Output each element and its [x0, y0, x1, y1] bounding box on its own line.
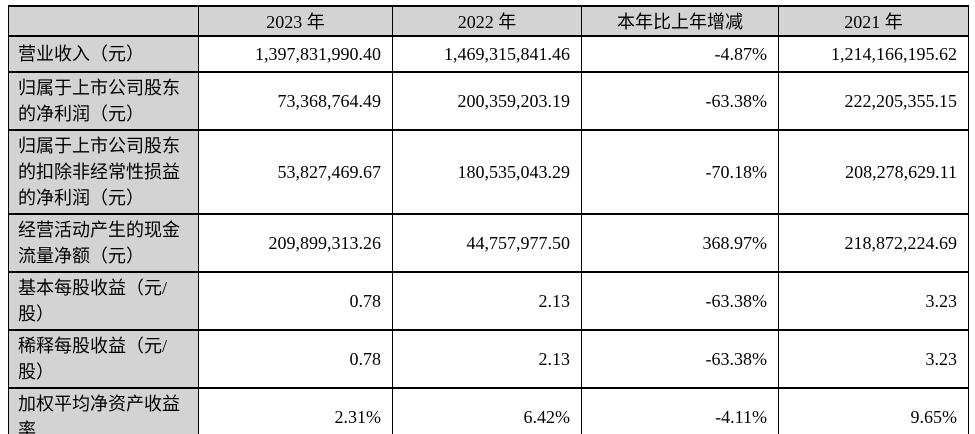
cell-2021: 9.65% — [778, 387, 969, 434]
row-label: 基本每股收益（元/股） — [8, 271, 199, 331]
cell-2021: 218,872,224.69 — [778, 213, 969, 273]
table-row-net-profit-excl-nonrecurring: 归属于上市公司股东的扣除非经常性损益的净利润（元） 53,827,469.67 … — [8, 129, 969, 215]
row-label: 加权平均净资产收益率 — [8, 387, 199, 434]
cell-2023: 73,368,764.49 — [198, 71, 393, 131]
cell-2021: 208,278,629.11 — [778, 129, 969, 215]
cell-2022: 2.13 — [392, 271, 582, 331]
cell-2023: 0.78 — [198, 271, 393, 331]
cell-2021: 3.23 — [778, 271, 969, 331]
cell-yoy-change: -63.38% — [581, 271, 779, 331]
cell-yoy-change: -4.11% — [581, 387, 779, 434]
table-row-operating-cash-flow: 经营活动产生的现金流量净额（元） 209,899,313.26 44,757,9… — [8, 213, 969, 273]
financial-summary-table: 2023 年 2022 年 本年比上年增减 2021 年 营业收入（元） 1,3… — [8, 5, 969, 434]
header-yoy-change: 本年比上年增减 — [581, 5, 779, 37]
row-label: 经营活动产生的现金流量净额（元） — [8, 213, 199, 273]
cell-2021: 222,205,355.15 — [778, 71, 969, 131]
cell-2023: 53,827,469.67 — [198, 129, 393, 215]
cell-2022: 180,535,043.29 — [392, 129, 582, 215]
table-row-net-profit: 归属于上市公司股东的净利润（元） 73,368,764.49 200,359,2… — [8, 71, 969, 131]
cell-2022: 200,359,203.19 — [392, 71, 582, 131]
table-row-diluted-eps: 稀释每股收益（元/股） 0.78 2.13 -63.38% 3.23 — [8, 329, 969, 389]
row-label: 归属于上市公司股东的扣除非经常性损益的净利润（元） — [8, 129, 199, 215]
table-row-basic-eps: 基本每股收益（元/股） 0.78 2.13 -63.38% 3.23 — [8, 271, 969, 331]
header-year-2023: 2023 年 — [198, 5, 393, 37]
cell-2023: 2.31% — [198, 387, 393, 434]
cell-2023: 1,397,831,990.40 — [198, 35, 393, 73]
cell-yoy-change: -4.87% — [581, 35, 779, 73]
table-header-row: 2023 年 2022 年 本年比上年增减 2021 年 — [8, 5, 969, 37]
row-label: 稀释每股收益（元/股） — [8, 329, 199, 389]
cell-2022: 44,757,977.50 — [392, 213, 582, 273]
header-year-2022: 2022 年 — [392, 5, 582, 37]
row-label: 营业收入（元） — [8, 35, 199, 73]
cell-yoy-change: -63.38% — [581, 71, 779, 131]
cell-2022: 6.42% — [392, 387, 582, 434]
cell-2023: 209,899,313.26 — [198, 213, 393, 273]
cell-2023: 0.78 — [198, 329, 393, 389]
header-year-2021: 2021 年 — [778, 5, 969, 37]
cell-2022: 1,469,315,841.46 — [392, 35, 582, 73]
corner-header-cell — [8, 5, 199, 37]
table-row-weighted-avg-roe: 加权平均净资产收益率 2.31% 6.42% -4.11% 9.65% — [8, 387, 969, 434]
cell-2021: 3.23 — [778, 329, 969, 389]
table-row-operating-revenue: 营业收入（元） 1,397,831,990.40 1,469,315,841.4… — [8, 35, 969, 73]
cell-yoy-change: -63.38% — [581, 329, 779, 389]
cell-yoy-change: 368.97% — [581, 213, 779, 273]
cell-yoy-change: -70.18% — [581, 129, 779, 215]
cell-2021: 1,214,166,195.62 — [778, 35, 969, 73]
row-label: 归属于上市公司股东的净利润（元） — [8, 71, 199, 131]
cell-2022: 2.13 — [392, 329, 582, 389]
